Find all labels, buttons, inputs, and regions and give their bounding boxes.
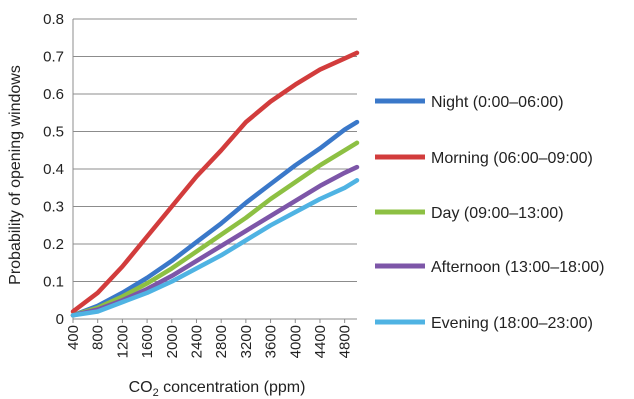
y-tick-label: 0.2 (43, 236, 64, 253)
y-tick-label: 0 (56, 311, 64, 328)
series-line-1 (70, 50, 360, 314)
y-tick-label: 0.4 (43, 161, 64, 178)
x-tick-label: 4000 (287, 325, 304, 358)
y-axis-ticks: 0 0.1 0.2 0.3 0.4 0.5 0.6 0.7 0.8 (43, 11, 64, 328)
legend-label-1: Morning (06:00–09:00) (431, 150, 593, 167)
x-axis-title-main: CO (129, 379, 153, 396)
x-tick-label: 2000 (164, 325, 181, 358)
legend-label-4: Evening (18:00–23:00) (431, 315, 593, 332)
x-axis-title: CO2 concentration (ppm) (129, 379, 306, 399)
legend-label-3: Afternoon (13:00–18:00) (431, 259, 604, 276)
gridlines (72, 18, 357, 320)
x-tick-label: 2400 (188, 325, 205, 358)
y-tick-label: 0.1 (43, 274, 64, 291)
legend-label-2: Day (09:00–13:00) (431, 205, 564, 222)
y-tick-label: 0.8 (43, 11, 64, 28)
x-axis-ticks: 400 800 1200 1600 2000 2400 2800 3200 3600 4000 44… (65, 319, 354, 358)
series-line-4 (70, 178, 360, 318)
y-tick-label: 0.3 (43, 199, 64, 216)
x-tick-label: 400 (65, 325, 82, 350)
legend: Night (0:00–06:00) Morning (06:00–09:00) D… (375, 94, 604, 332)
x-axis-title-rest: concentration (ppm) (159, 379, 306, 396)
series-line-2 (70, 140, 360, 318)
x-tick-label: 1200 (114, 325, 131, 358)
x-tick-label: 1600 (139, 325, 156, 358)
series-line-0 (70, 119, 360, 318)
x-axis-title-subscript: 2 (153, 387, 159, 399)
y-tick-label: 0.5 (43, 124, 64, 141)
legend-label-0: Night (0:00–06:00) (431, 94, 564, 111)
x-tick-label: 4400 (312, 325, 329, 358)
x-tick-label: 3200 (238, 325, 255, 358)
x-tick-label: 4800 (337, 325, 354, 358)
x-tick-label: 2800 (213, 325, 230, 358)
y-axis-title: Probability of opening windows (7, 65, 24, 285)
y-tick-label: 0.7 (43, 49, 64, 66)
series-lines (70, 50, 360, 318)
x-tick-label: 3600 (263, 325, 280, 358)
x-tick-label: 800 (90, 325, 107, 350)
y-tick-label: 0.6 (43, 86, 64, 103)
